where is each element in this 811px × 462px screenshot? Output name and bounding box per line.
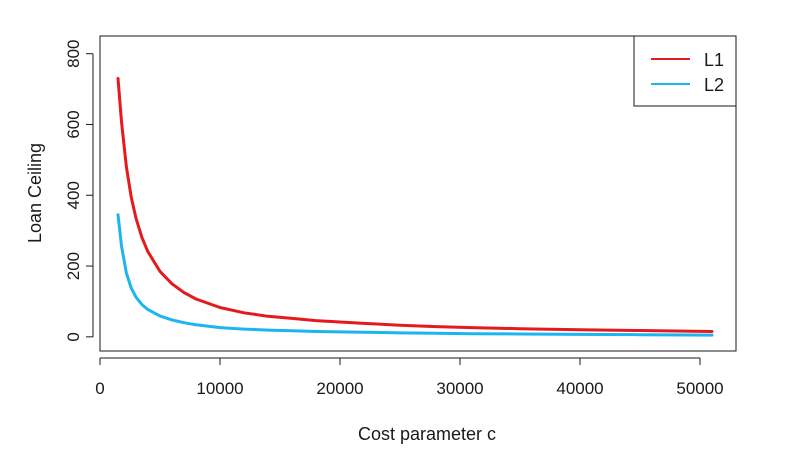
series-line-l1 — [116, 77, 714, 333]
y-tick-label: 400 — [64, 181, 83, 209]
y-tick-label: 0 — [64, 332, 83, 341]
legend: L1 L2 — [633, 35, 737, 107]
plot-frame — [99, 35, 737, 352]
y-tick-label: 800 — [64, 40, 83, 68]
y-tick-label: 200 — [64, 252, 83, 280]
legend-label-l2: L2 — [704, 75, 724, 95]
x-tick-label: 10000 — [196, 379, 243, 398]
x-axis-title: Cost parameter c — [358, 424, 496, 444]
legend-box — [633, 35, 737, 107]
y-axis-title: Loan Ceiling — [25, 143, 45, 243]
x-tick-label: 40000 — [556, 379, 603, 398]
x-tick-label: 50000 — [676, 379, 723, 398]
x-tick-label: 30000 — [436, 379, 483, 398]
x-tick-label: 20000 — [316, 379, 363, 398]
legend-label-l1: L1 — [704, 50, 724, 70]
series-line-l2 — [116, 213, 714, 337]
y-tick-label: 600 — [64, 110, 83, 138]
x-tick-label: 0 — [95, 379, 104, 398]
series-layer — [116, 77, 714, 337]
axes: 0 10000 20000 30000 40000 50000 0 200 400 600 800 — [64, 40, 724, 398]
